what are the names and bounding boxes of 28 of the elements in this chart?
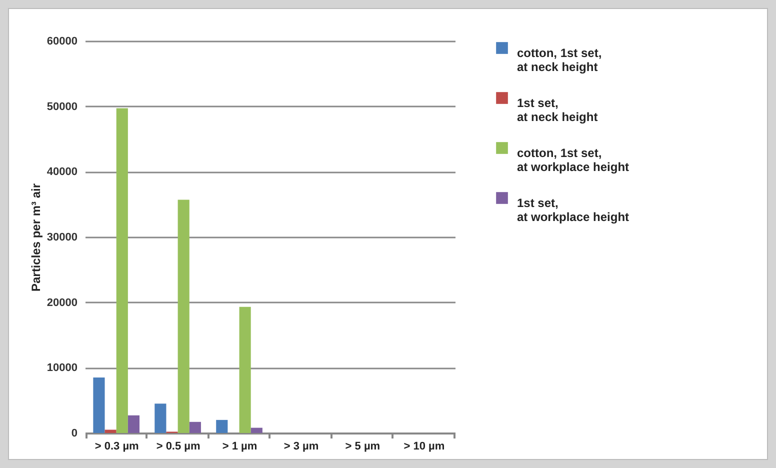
bar (178, 200, 190, 433)
legend-label: 1st set, at neck height (517, 96, 598, 124)
y-tick-label: 60000 (46, 36, 78, 48)
bar (189, 422, 201, 433)
y-tick-label: 40000 (46, 166, 78, 178)
x-tick-label: > 0.3 µm (94, 440, 140, 452)
legend-label: cotton, 1st set, at workplace height (517, 146, 630, 174)
y-axis-title: Particles per m³ air (28, 183, 43, 292)
y-tick-label: 10000 (46, 362, 78, 374)
y-tick-label: 0 (71, 428, 78, 440)
bar (239, 306, 251, 433)
bar (104, 430, 116, 433)
bar (216, 420, 228, 433)
bar (93, 377, 105, 433)
bar (154, 404, 166, 433)
bar (128, 415, 140, 433)
bar (250, 428, 262, 433)
x-tick-label: > 1 µm (222, 440, 258, 452)
x-tick-label: > 5 µm (345, 440, 380, 452)
legend-label: cotton, 1st set, at neck height (517, 46, 602, 74)
x-tick-label: > 3 µm (284, 440, 319, 452)
y-tick-label: 20000 (46, 296, 78, 309)
x-tick-label: > 10 µm (404, 440, 445, 452)
legend-label: 1st set, at workplace height (517, 196, 630, 224)
bar (116, 108, 128, 433)
y-tick-label: 30000 (46, 232, 78, 244)
x-tick-label: > 0.5 µm (156, 440, 200, 452)
y-tick-label: 50000 (46, 100, 78, 113)
